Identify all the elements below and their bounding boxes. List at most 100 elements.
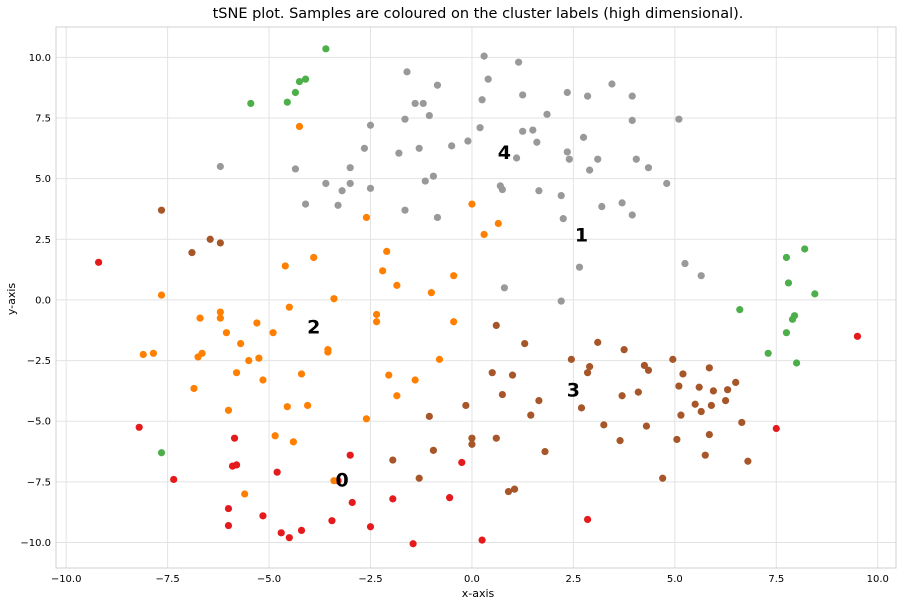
data-point [594, 338, 602, 346]
data-point [366, 184, 375, 192]
data-point [289, 438, 297, 446]
data-point [362, 415, 371, 423]
data-point [480, 52, 488, 60]
data-point [620, 346, 628, 354]
data-point [557, 192, 565, 200]
data-point [149, 349, 157, 357]
data-point [255, 354, 263, 362]
data-point [575, 263, 584, 271]
x-axis-label: x-axis [462, 587, 495, 600]
data-point [500, 284, 509, 292]
cluster-label: 3 [567, 380, 580, 402]
data-point [393, 392, 401, 400]
data-point [446, 494, 454, 502]
data-point [598, 202, 606, 211]
data-point [738, 418, 746, 427]
data-point [695, 383, 703, 391]
data-point [567, 355, 575, 363]
data-point [697, 272, 705, 280]
data-point [801, 245, 809, 253]
data-point [230, 434, 239, 442]
y-tick-label: −5.0 [27, 417, 51, 428]
data-point [644, 164, 653, 172]
data-point [328, 517, 336, 525]
data-point [291, 165, 300, 173]
data-point [429, 172, 437, 180]
data-point [450, 272, 458, 280]
y-tick-label: 5.0 [35, 174, 51, 185]
data-point [224, 504, 233, 513]
data-point [644, 366, 653, 374]
data-point [521, 339, 529, 348]
data-point [222, 329, 231, 337]
data-point [659, 474, 667, 482]
data-point [232, 369, 241, 377]
cluster-labels: 0 1 2 3 4 [307, 142, 588, 492]
data-point [557, 297, 565, 305]
data-point [464, 137, 472, 145]
y-tick-label: 7.5 [35, 113, 51, 124]
data-point [673, 435, 681, 444]
series-2 [139, 122, 502, 498]
data-point [669, 355, 677, 363]
data-point [628, 211, 636, 219]
data-point [198, 349, 206, 357]
data-point [253, 319, 261, 327]
data-point [366, 121, 375, 129]
data-points [95, 45, 862, 548]
data-point [675, 382, 683, 390]
x-tick-label: 0.0 [464, 574, 480, 585]
data-point [586, 166, 594, 174]
data-point [462, 401, 470, 410]
data-point [241, 490, 249, 498]
data-point [206, 235, 214, 243]
data-point [237, 339, 245, 348]
plot-area [55, 26, 897, 569]
data-point [401, 206, 409, 214]
data-point [541, 447, 549, 456]
data-point [383, 247, 391, 256]
data-point [196, 314, 204, 322]
data-point [409, 540, 417, 548]
data-point [488, 369, 496, 377]
data-point [216, 308, 224, 316]
data-point [401, 115, 409, 123]
y-tick-label: 10.0 [29, 53, 51, 64]
data-point [324, 348, 332, 356]
data-point [519, 91, 527, 99]
data-point [792, 359, 801, 367]
data-point [273, 468, 281, 476]
data-point [433, 81, 442, 89]
data-point [322, 45, 330, 53]
data-point [736, 306, 744, 314]
data-point [679, 370, 687, 378]
x-tick-labels: −10.0 −7.5 −5.0 −2.5 0.0 2.5 5.0 7.5 10.0 [51, 574, 889, 585]
data-point [663, 179, 671, 188]
data-point [782, 329, 791, 337]
data-point [476, 124, 484, 132]
data-point [468, 200, 476, 208]
data-point [419, 99, 427, 108]
data-point [640, 361, 649, 370]
y-tick-labels: −10.0 −7.5 −5.0 −2.5 0.0 2.5 5.0 7.5 10.0 [20, 53, 51, 549]
data-point [346, 179, 354, 188]
data-point [628, 116, 636, 125]
data-point [346, 164, 354, 172]
data-point [681, 259, 689, 268]
data-point [269, 329, 277, 337]
data-point [433, 213, 442, 222]
data-point [498, 390, 506, 399]
data-point [478, 536, 486, 544]
data-point [216, 162, 224, 171]
data-point [372, 318, 381, 326]
data-point [435, 355, 444, 363]
data-point [484, 75, 492, 83]
data-point [295, 122, 304, 131]
data-point [701, 451, 709, 459]
data-point [515, 58, 523, 66]
grid-lines [56, 27, 896, 568]
data-point [271, 432, 279, 440]
data-point [295, 77, 304, 86]
y-tick-label: −2.5 [27, 356, 51, 367]
data-point [492, 434, 500, 442]
